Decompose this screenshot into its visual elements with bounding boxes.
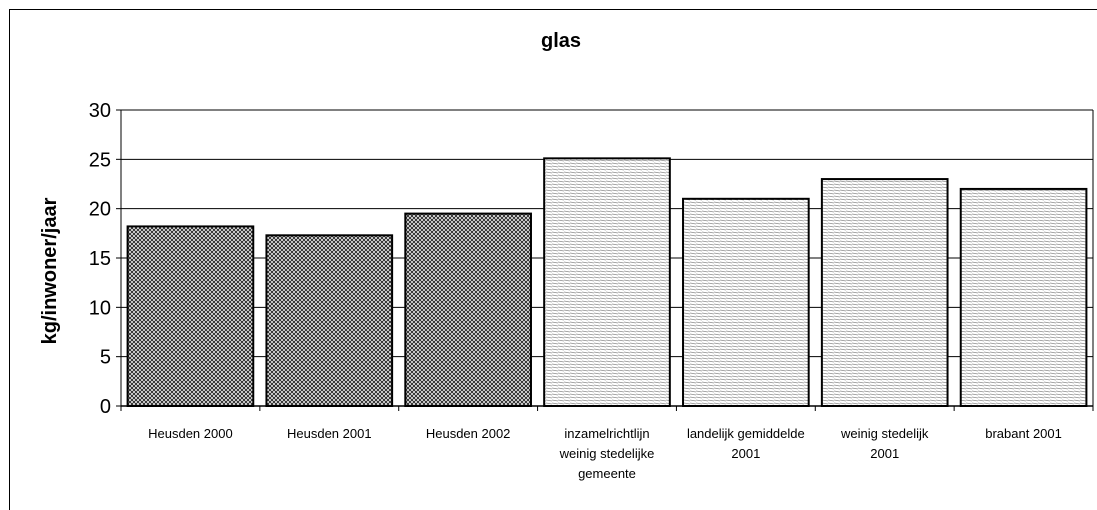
y-tick-label: 10 [89, 297, 111, 319]
x-tick-labels: Heusden 2000 Heusden 2001 Heusden 2002 inza… [148, 426, 1062, 481]
y-tick-labels: 0 5 10 15 20 25 30 [89, 100, 111, 418]
x-tick-label: 2001 [731, 446, 760, 461]
x-tick-label: weinig stedelijk [840, 426, 929, 441]
x-tick-label: landelijk gemiddelde [687, 426, 805, 441]
x-tick-label: brabant 2001 [985, 426, 1062, 441]
x-tick-label: Heusden 2001 [287, 426, 372, 441]
y-tick-label: 30 [89, 100, 111, 122]
y-tick-label: 5 [100, 347, 111, 369]
x-tick-label: weinig stedelijke [559, 446, 655, 461]
x-tick-label: Heusden 2002 [426, 426, 511, 441]
bar [265, 234, 394, 407]
y-tick-label: 0 [100, 396, 111, 418]
bar [126, 225, 255, 407]
bar [820, 178, 949, 407]
y-tick-label: 20 [89, 199, 111, 221]
x-tick-label: Heusden 2000 [148, 426, 233, 441]
chart-frame [9, 9, 1097, 510]
axes [116, 109, 1094, 411]
y-axis-label: kg/inwoner/jaar [39, 197, 61, 344]
bar [959, 187, 1088, 407]
y-tick-label: 15 [89, 248, 111, 270]
bar [543, 157, 671, 407]
bar [404, 212, 532, 407]
x-tick-label: gemeente [578, 466, 636, 481]
x-tick-label: 2001 [870, 446, 899, 461]
bars [126, 157, 1088, 407]
x-tick-label: inzamelrichtlijn [564, 426, 649, 441]
chart-title: glas [541, 30, 581, 52]
y-tick-label: 25 [89, 149, 111, 171]
bar [682, 197, 810, 407]
